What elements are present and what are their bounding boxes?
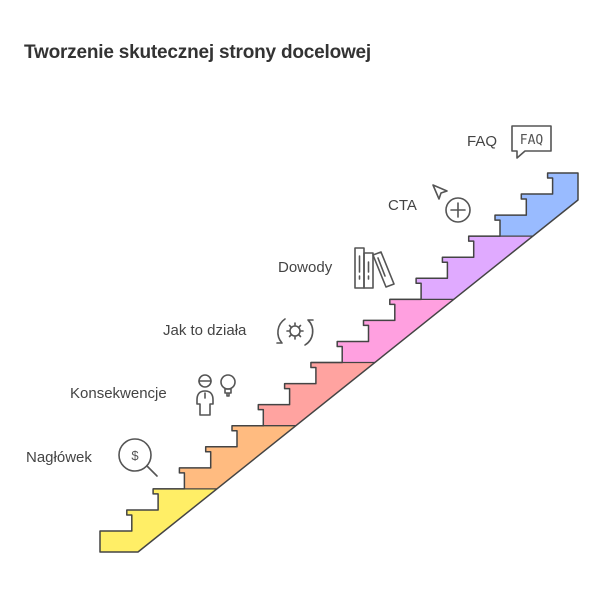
faq-bubble-icon: FAQ [511,125,552,159]
staircase-outline [99,172,579,553]
books-icon [354,247,395,289]
stair-segment-5 [389,236,533,300]
step-label-cta: CTA [388,197,417,214]
stair-segment-6 [468,172,578,237]
gear-cycle-icon [276,318,314,346]
stair-segment-2 [153,425,296,489]
dollar-search-icon: $ [118,438,158,477]
stair-segment-1 [100,488,217,552]
step-label-jak-to-dziala: Jak to działa [163,322,247,339]
stair-segment-3 [258,362,375,426]
faq-icon-text: FAQ [520,133,544,148]
stair-segment-4 [337,299,454,363]
diagram-title: Tworzenie skutecznej strony docelowej [24,42,372,63]
step-label-naglowek: Nagłówek [26,449,92,466]
step-label-dowody: Dowody [278,259,333,276]
step-label-faq: FAQ [467,133,498,150]
svg-text:$: $ [131,448,139,463]
step-label-konsekwencje: Konsekwencje [70,385,167,402]
person-idea-icon [196,374,236,416]
cursor-plus-icon [432,184,471,223]
